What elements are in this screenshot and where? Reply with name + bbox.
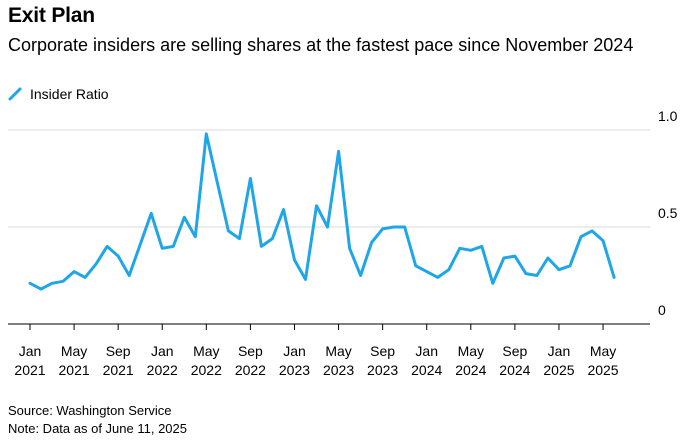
- series-line-insider-ratio: [28, 132, 616, 291]
- x-tick-label-month: May: [61, 343, 87, 359]
- legend-label: Insider Ratio: [30, 86, 109, 102]
- x-tick-label-year: 2022: [147, 362, 178, 378]
- y-tick-label: 0.5: [658, 205, 678, 221]
- chart-title: Exit Plan: [8, 4, 95, 27]
- y-tick-label: 0: [658, 302, 666, 318]
- x-tick-label-year: 2024: [411, 362, 442, 378]
- x-tick-label-year: 2023: [279, 362, 310, 378]
- x-tick-label-year: 2021: [59, 362, 90, 378]
- x-tick-label-month: May: [325, 343, 351, 359]
- x-tick-label-month: Sep: [370, 343, 395, 359]
- x-tick-label-month: Jan: [415, 343, 438, 359]
- source-note: Source: Washington Service: [8, 403, 172, 418]
- x-tick-label-year: 2023: [323, 362, 354, 378]
- x-tick-label-month: Jan: [151, 343, 174, 359]
- x-tick-label-year: 2025: [587, 362, 618, 378]
- x-tick-label-year: 2025: [543, 362, 574, 378]
- x-tick-label-month: Sep: [238, 343, 263, 359]
- x-tick-label-month: May: [458, 343, 484, 359]
- x-tick-label-month: Jan: [19, 343, 42, 359]
- x-tick-label-year: 2024: [499, 362, 530, 378]
- x-tick-label-month: May: [590, 343, 616, 359]
- y-tick-label: 1.0: [658, 108, 678, 124]
- legend-swatch-icon: [8, 87, 22, 101]
- x-tick-label-year: 2022: [191, 362, 222, 378]
- x-tick-label-month: Jan: [283, 343, 306, 359]
- x-tick-label-month: Sep: [502, 343, 527, 359]
- x-tick-label-year: 2022: [235, 362, 266, 378]
- x-tick-label-month: Sep: [106, 343, 131, 359]
- chart-subtitle: Corporate insiders are selling shares at…: [8, 35, 634, 55]
- x-tick-label-month: May: [193, 343, 219, 359]
- legend: Insider Ratio: [8, 86, 109, 102]
- data-note: Note: Data as of June 11, 2025: [8, 421, 187, 436]
- x-tick-label-year: 2021: [14, 362, 45, 378]
- x-tick-label-year: 2023: [367, 362, 398, 378]
- x-tick-label-year: 2021: [103, 362, 134, 378]
- x-tick-label-month: Jan: [548, 343, 571, 359]
- x-tick-label-year: 2024: [455, 362, 486, 378]
